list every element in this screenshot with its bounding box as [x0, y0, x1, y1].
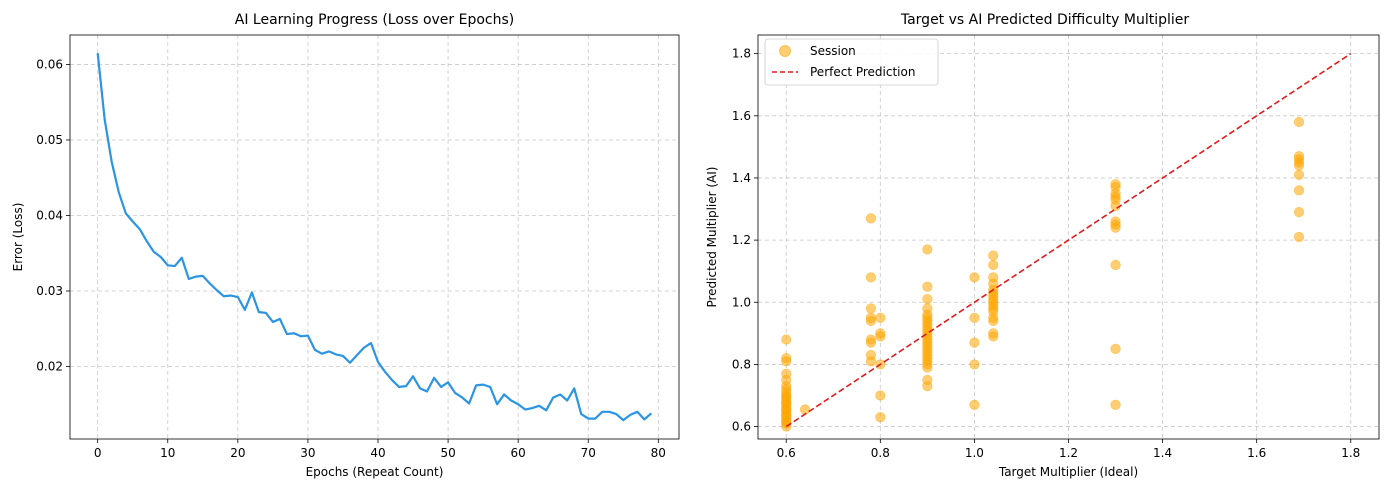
session-point [1293, 116, 1305, 128]
session-point [922, 362, 933, 373]
session-point [875, 412, 886, 423]
prediction-chart-xtick-label: 1.6 [1247, 446, 1266, 460]
prediction-chart-legend: Session Perfect Prediction [764, 38, 939, 86]
prediction-chart-ytick-label: 1.2 [732, 233, 751, 247]
loss-chart-xtick-label: 60 [511, 446, 526, 460]
session-point [969, 272, 980, 283]
session-point [1293, 160, 1305, 171]
prediction-chart-xtick-label: 1.2 [1059, 446, 1078, 460]
session-point [865, 356, 877, 367]
prediction-chart-ytick-label: 0.6 [732, 420, 751, 434]
session-point [969, 359, 980, 370]
prediction-chart: Target vs AI Predicted Difficulty Multip… [705, 12, 1380, 479]
session-point [1293, 207, 1305, 218]
loss-chart-ylabel: Error (Loss) [11, 203, 25, 272]
session-point [969, 399, 980, 410]
loss-chart-ticks: 0 10 20 30 40 50 60 70 80 0.02 0.03 0.04 0.05 0.06 [36, 57, 666, 460]
loss-chart-ytick-label: 0.05 [36, 133, 63, 147]
prediction-chart-xtick-label: 0.6 [777, 446, 796, 460]
loss-chart-grid [70, 35, 679, 439]
session-point [781, 356, 792, 367]
loss-chart-xtick-label: 10 [160, 446, 175, 460]
session-point [865, 315, 877, 327]
session-point [922, 281, 933, 292]
perfect-prediction-line [785, 52, 1352, 428]
prediction-chart-ytick-label: 1.8 [732, 47, 751, 61]
loss-chart-frame [69, 34, 680, 440]
session-point [865, 337, 877, 348]
loss-chart-title: AI Learning Progress (Loss over Epochs) [235, 12, 515, 28]
legend-session-label: Session [810, 44, 856, 58]
session-point [875, 331, 886, 342]
session-point [1293, 169, 1305, 180]
session-point [988, 259, 999, 271]
loss-chart-xtick-label: 80 [651, 446, 666, 460]
session-point [1110, 259, 1121, 271]
session-point [922, 381, 933, 392]
session-point [865, 303, 877, 314]
session-point [799, 404, 811, 415]
session-point [865, 213, 877, 224]
session-point [1293, 231, 1305, 243]
prediction-chart-xlabel: Target Multiplier (Ideal) [998, 465, 1138, 479]
session-point [781, 391, 792, 403]
loss-chart-ytick-label: 0.02 [36, 360, 63, 374]
session-point [922, 294, 933, 305]
loss-chart-xtick-label: 70 [581, 446, 596, 460]
session-point [875, 312, 886, 323]
loss-chart-xtick-label: 40 [370, 446, 385, 460]
prediction-chart-ticks: 0.6 0.8 1.0 1.2 1.4 1.6 1.8 0.6 0.8 1.0 1.2 1.4 1.6 1… [732, 47, 1360, 460]
prediction-chart-xtick-label: 1.0 [965, 446, 984, 460]
session-point [781, 334, 792, 345]
session-point [969, 312, 980, 323]
prediction-chart-ytick-label: 1.6 [732, 109, 751, 123]
loss-chart-xtick-label: 20 [230, 446, 245, 460]
prediction-chart-title: Target vs AI Predicted Difficulty Multip… [900, 12, 1190, 28]
legend-box [764, 38, 939, 86]
legend-perfect-prediction-label: Perfect Prediction [810, 65, 915, 79]
session-point [988, 315, 999, 327]
session-point [1110, 399, 1121, 410]
session-point [988, 250, 999, 261]
loss-chart-xtick-label: 30 [300, 446, 315, 460]
prediction-chart-ytick-label: 1.0 [732, 295, 751, 309]
session-point [1293, 185, 1305, 196]
loss-chart-ytick-label: 0.03 [36, 284, 63, 298]
loss-chart-xtick-label: 50 [440, 446, 455, 460]
prediction-chart-ytick-label: 0.8 [732, 357, 751, 371]
session-point [969, 337, 980, 348]
legend-session-marker [779, 45, 791, 57]
loss-chart-series [96, 53, 653, 422]
prediction-chart-frame [757, 34, 1380, 440]
session-point [1110, 343, 1121, 354]
loss-chart: AI Learning Progress (Loss over Epochs) … [11, 12, 680, 479]
loss-chart-ytick-label: 0.04 [36, 208, 63, 222]
loss-series-line [96, 53, 653, 422]
loss-chart-ytick-label: 0.06 [36, 57, 63, 71]
prediction-chart-xtick-label: 0.8 [871, 446, 890, 460]
session-point [865, 272, 877, 283]
session-point [922, 244, 933, 255]
prediction-chart-series [781, 52, 1352, 432]
prediction-chart-xtick-label: 1.8 [1341, 446, 1360, 460]
prediction-chart-xtick-label: 1.4 [1153, 446, 1172, 460]
prediction-chart-ytick-label: 1.4 [732, 171, 751, 185]
session-point [875, 390, 886, 401]
session-point [1110, 222, 1121, 233]
prediction-chart-ylabel: Predicted Multiplier (AI) [705, 166, 719, 307]
loss-chart-xtick-label: 0 [94, 446, 102, 460]
loss-chart-xlabel: Epochs (Repeat Count) [306, 465, 444, 479]
session-point [988, 331, 999, 342]
